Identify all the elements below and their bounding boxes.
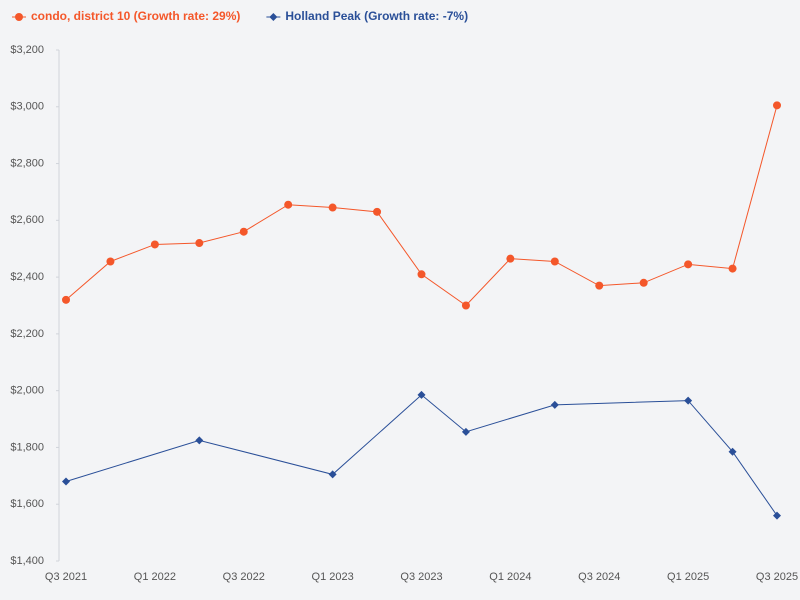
y-tick-label: $1,800 [10, 441, 44, 453]
x-tick-label: Q3 2025 [756, 571, 798, 583]
series-line [65, 394, 778, 516]
point [195, 436, 204, 445]
point [684, 260, 693, 269]
point [461, 427, 470, 436]
point [417, 270, 426, 279]
x-tick-label: Q3 2022 [223, 571, 265, 583]
y-tick-label: $2,800 [10, 157, 44, 169]
point [728, 447, 737, 456]
point [550, 400, 559, 409]
point [684, 396, 693, 405]
y-tick-label: $3,200 [10, 44, 44, 56]
point [639, 278, 648, 287]
point [506, 254, 515, 263]
y-tick-label: $2,600 [10, 214, 44, 226]
legend-marker [269, 13, 278, 21]
x-tick-label: Q1 2024 [489, 571, 531, 583]
point [417, 390, 426, 399]
point [328, 470, 337, 479]
point [550, 257, 559, 266]
y-tick-label: $2,000 [10, 385, 44, 397]
y-tick-label: $1,600 [10, 498, 44, 510]
y-tick-label: $2,400 [10, 271, 44, 283]
point [461, 301, 470, 310]
point [150, 240, 159, 249]
x-tick-label: Q3 2024 [578, 571, 620, 583]
x-tick-label: Q3 2023 [400, 571, 442, 583]
point [62, 295, 70, 304]
point [62, 477, 70, 486]
point [239, 227, 248, 236]
point [106, 257, 115, 266]
x-tick-label: Q3 2021 [45, 571, 87, 583]
y-tick-label: $1,400 [10, 555, 44, 567]
point [773, 511, 781, 520]
legend-item: condo, district 10 (Growth rate: 29%) [12, 9, 240, 23]
point [195, 239, 204, 248]
x-tick-label: Q1 2022 [134, 571, 176, 583]
point [328, 203, 337, 212]
point [728, 264, 737, 273]
point [284, 200, 293, 209]
point [373, 207, 382, 216]
legend-marker [15, 13, 23, 21]
point [595, 281, 604, 290]
y-tick-label: $3,000 [10, 101, 44, 113]
point [773, 101, 781, 110]
x-tick-label: Q1 2023 [312, 571, 354, 583]
y-tick-label: $2,200 [10, 328, 44, 340]
legend-label: Holland Peak (Growth rate: -7%) [285, 9, 468, 23]
legend-item: Holland Peak (Growth rate: -7%) [266, 9, 468, 23]
legend-label: condo, district 10 (Growth rate: 29%) [31, 9, 240, 23]
x-tick-label: Q1 2025 [667, 571, 709, 583]
